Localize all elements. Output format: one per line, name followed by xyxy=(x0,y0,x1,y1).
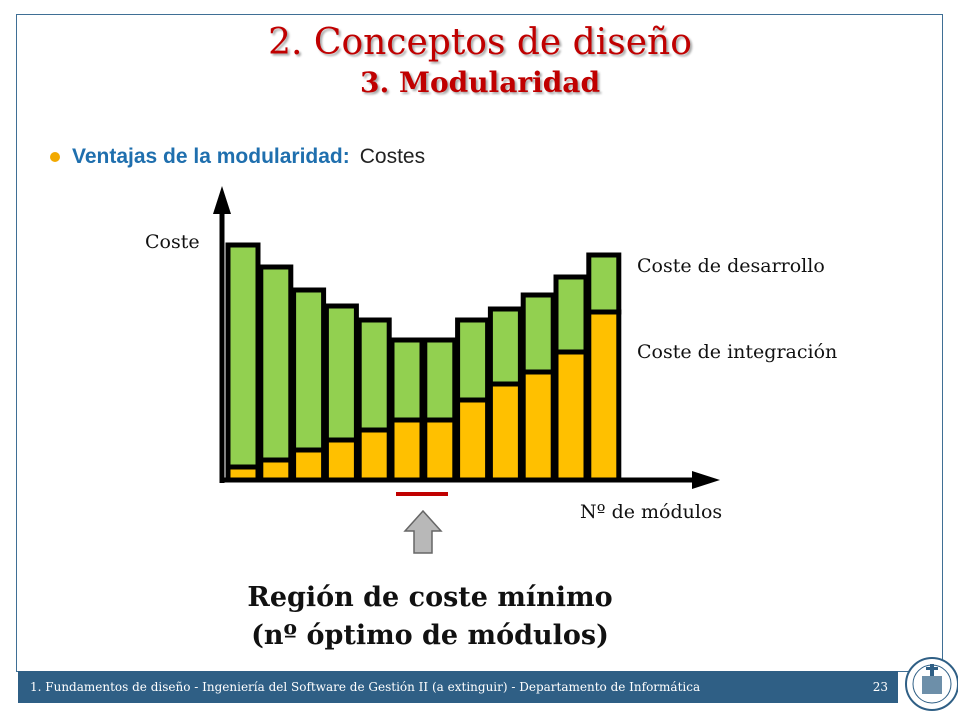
bar-integracion-4 xyxy=(323,437,359,483)
bar-integracion-6 xyxy=(389,417,425,483)
university-seal-icon xyxy=(905,657,958,711)
legend-desarrollo: Coste de desarrollo xyxy=(637,255,825,277)
footer-text: 1. Fundamentos de diseño - Ingeniería de… xyxy=(30,680,701,694)
slide-subtitle: 3. Modularidad xyxy=(359,66,601,99)
up-arrow-icon xyxy=(403,509,443,554)
bar-desarrollo-3 xyxy=(291,287,327,453)
legend-integracion: Coste de integración xyxy=(637,341,837,363)
bar-desarrollo-10 xyxy=(520,292,556,375)
bullet-dot-icon xyxy=(50,152,60,162)
bar-integracion-2 xyxy=(258,457,294,483)
bullet-label: Ventajas de la modularidad: xyxy=(72,145,350,168)
slide-title: 2. Conceptos de diseño xyxy=(268,22,692,63)
bullet-item: Ventajas de la modularidad: Costes xyxy=(50,145,425,169)
region-caption-line1: Región de coste mínimo xyxy=(247,582,613,613)
bullet-value: Costes xyxy=(359,145,426,168)
bar-integracion-10 xyxy=(520,369,556,483)
y-axis-arrow-icon xyxy=(213,186,231,214)
page-number: 23 xyxy=(872,680,888,694)
bar-desarrollo-4 xyxy=(323,303,359,443)
bar-integracion-8 xyxy=(455,397,491,483)
bar-desarrollo-2 xyxy=(258,264,294,463)
footer-bar: 1. Fundamentos de diseño - Ingeniería de… xyxy=(18,671,898,703)
x-axis-arrow-icon xyxy=(692,471,720,489)
bar-integracion-12 xyxy=(586,309,622,483)
region-caption-line2: (nº óptimo de módulos) xyxy=(251,620,609,651)
bar-integracion-3 xyxy=(291,447,327,483)
bar-desarrollo-9 xyxy=(487,306,523,387)
bar-desarrollo-6 xyxy=(389,337,425,423)
bar-integracion-7 xyxy=(422,417,458,483)
x-axis-label: Nº de módulos xyxy=(580,501,722,523)
bar-desarrollo-8 xyxy=(455,317,491,403)
bar-desarrollo-5 xyxy=(356,317,392,433)
bar-desarrollo-12 xyxy=(586,252,622,315)
bar-desarrollo-11 xyxy=(553,274,589,355)
bar-integracion-11 xyxy=(553,349,589,483)
bar-desarrollo-1 xyxy=(225,242,261,470)
y-axis-label: Coste xyxy=(145,231,200,253)
bar-integracion-5 xyxy=(356,427,392,483)
bar-desarrollo-7 xyxy=(422,337,458,423)
bar-integracion-9 xyxy=(487,381,523,483)
bar-group xyxy=(225,242,622,483)
